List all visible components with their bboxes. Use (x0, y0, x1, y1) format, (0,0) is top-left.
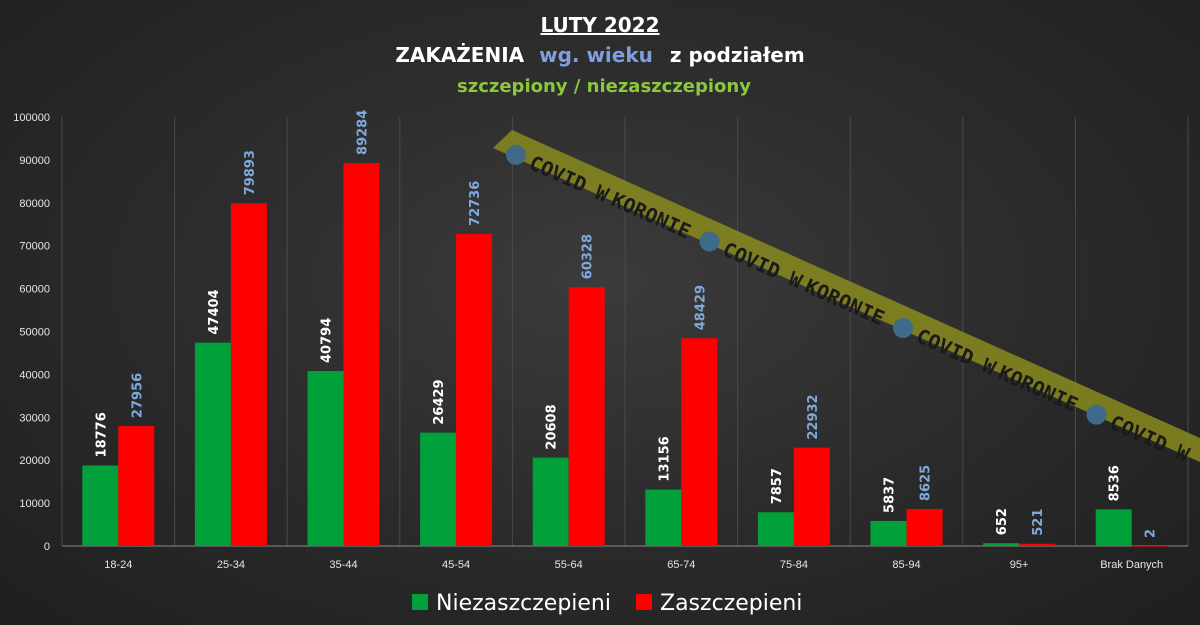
bar-unvaccinated (420, 432, 457, 546)
y-tick-label: 10000 (19, 498, 50, 510)
x-tick-label: 18-24 (104, 559, 132, 571)
y-tick-label: 100000 (13, 112, 50, 124)
bar-unvaccinated (307, 370, 344, 546)
data-label: 2 (1144, 529, 1159, 538)
data-label: 521 (1031, 509, 1046, 536)
subtitle-part-a: ZAKAŻENIA (395, 43, 524, 67)
subtitle-part-b: wg. wieku (539, 43, 653, 67)
y-tick-label: 0 (44, 541, 50, 553)
bars: 18776 27956 47404 79893 40794 89284 26429 72736… (82, 110, 1168, 547)
bar-vaccinated (230, 203, 267, 546)
bar-vaccinated (118, 426, 155, 546)
x-tick-label: 55-64 (555, 559, 583, 571)
bar-vaccinated (906, 508, 943, 546)
y-tick-label: 60000 (19, 284, 50, 296)
legend-label-unvaccinated: Niezaszczepieni (436, 591, 611, 616)
bar-vaccinated (343, 162, 380, 547)
data-label: 652 (995, 508, 1010, 535)
x-tick-label: Brak Danych (1100, 559, 1163, 571)
y-tick-label: 40000 (19, 369, 50, 381)
legend-swatch-unvaccinated (412, 594, 428, 610)
bar-vaccinated (456, 233, 493, 546)
chart-subtitle: ZAKAŻENIA wg. wieku z podziałem (395, 43, 804, 67)
bar-unvaccinated (1095, 509, 1132, 546)
x-tick-label: 35-44 (329, 559, 357, 571)
y-tick-label: 80000 (19, 198, 50, 210)
x-tick-label: 45-54 (442, 559, 470, 571)
x-tick-label: 65-74 (667, 559, 695, 571)
y-tick-label: 50000 (19, 327, 50, 339)
bar-unvaccinated (870, 520, 907, 546)
data-label: 13156 (657, 436, 672, 481)
bar-unvaccinated (757, 512, 794, 546)
data-label: 40794 (320, 318, 335, 363)
data-label: 5837 (883, 477, 898, 513)
bar-unvaccinated (194, 342, 231, 546)
y-tick-label: 90000 (19, 155, 50, 167)
watermark-band (493, 130, 1200, 462)
bar-unvaccinated (983, 543, 1020, 546)
y-axis: 0 10000 20000 30000 40000 50000 60000 70000 8000… (13, 112, 50, 553)
twitter-bird-icon (505, 144, 526, 165)
data-label: 26429 (432, 379, 447, 424)
twitter-bird-icon (892, 318, 913, 339)
twitter-bird-icon (1086, 404, 1107, 425)
data-label: 8625 (919, 465, 934, 501)
bar-unvaccinated (82, 465, 119, 546)
bar-vaccinated (1131, 545, 1168, 547)
legend-swatch-vaccinated (636, 594, 652, 610)
data-label: 22932 (806, 394, 821, 439)
y-tick-label: 20000 (19, 455, 50, 467)
bar-vaccinated (793, 447, 830, 546)
data-label: 18776 (94, 412, 109, 457)
x-tick-label: 25-34 (217, 559, 245, 571)
legend: Niezaszczepieni Zaszczepieni (412, 591, 802, 616)
bar-vaccinated (681, 338, 718, 546)
legend-label-vaccinated: Zaszczepieni (660, 591, 802, 616)
chart-title: LUTY 2022 (540, 13, 659, 37)
data-label: 89284 (356, 110, 371, 155)
y-tick-label: 30000 (19, 412, 50, 424)
y-tick-label: 70000 (19, 241, 50, 253)
data-label: 7857 (770, 468, 785, 504)
data-label: 48429 (693, 285, 708, 330)
subtitle-part-c: z podziałem (670, 43, 805, 67)
data-label: 27956 (130, 373, 145, 418)
x-tick-label: 75-84 (780, 559, 808, 571)
chart-subtitle-2: szczepiony / niezaszczepiony (457, 76, 751, 97)
data-label: 20608 (545, 404, 560, 449)
bar-unvaccinated (532, 457, 569, 546)
bar-vaccinated (568, 287, 605, 546)
data-label: 60328 (581, 234, 596, 279)
x-axis: 18-24 25-34 35-44 45-54 55-64 65-74 75-84 85-94… (104, 559, 1163, 571)
data-label: 79893 (243, 150, 258, 195)
x-tick-label: 85-94 (892, 559, 920, 571)
bar-vaccinated (1019, 543, 1056, 546)
data-label: 8536 (1108, 465, 1123, 501)
data-label: 72736 (468, 181, 483, 226)
x-tick-label: 95+ (1010, 559, 1029, 571)
bar-unvaccinated (645, 489, 682, 546)
twitter-bird-icon (699, 231, 720, 252)
data-label: 47404 (207, 289, 222, 334)
